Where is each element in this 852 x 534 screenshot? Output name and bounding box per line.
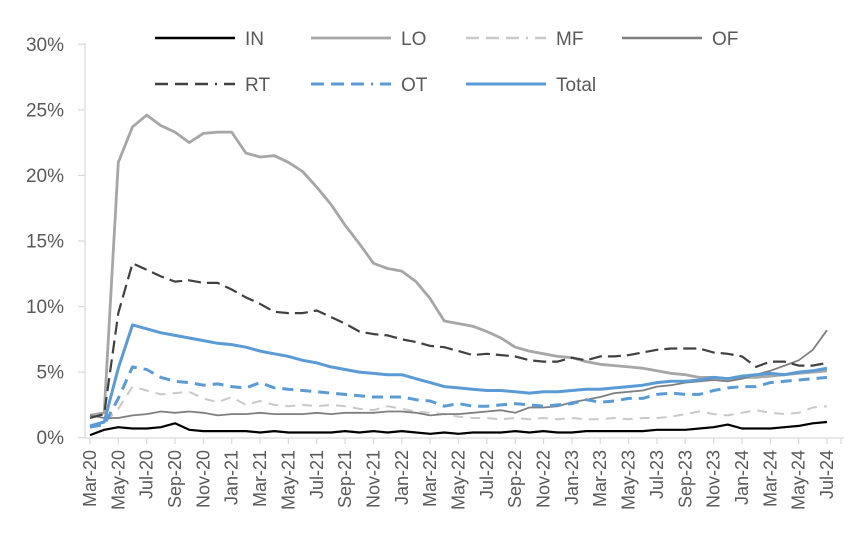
x-axis-label: Nov-20	[193, 450, 213, 508]
y-axis-label: 5%	[37, 363, 65, 384]
x-axis-label: Jul-20	[137, 450, 157, 499]
legend-label-IN: IN	[245, 29, 264, 50]
x-axis-label: May-24	[789, 450, 809, 510]
x-axis-label: Sep-22	[505, 450, 525, 508]
x-axis-label: Mar-21	[250, 450, 270, 507]
x-axis-label: May-22	[449, 450, 469, 510]
y-axis-label: 25%	[26, 100, 64, 121]
y-axis-label: 15%	[26, 231, 64, 252]
x-axis-label: Jan-22	[392, 450, 412, 505]
x-axis-label: Nov-23	[704, 450, 724, 508]
legend-label-MF: MF	[556, 29, 583, 50]
x-axis-label: May-20	[108, 450, 128, 510]
legend-label-OF: OF	[712, 29, 738, 50]
legend-label-Total: Total	[556, 75, 596, 96]
x-axis-label: Sep-23	[675, 450, 695, 508]
y-axis-label: 10%	[26, 297, 64, 318]
x-axis-label: Jul-21	[307, 450, 327, 499]
series-line-OF	[89, 329, 828, 419]
x-axis-label: May-21	[278, 450, 298, 510]
y-axis-label: 0%	[37, 428, 65, 449]
x-axis-label: Nov-22	[534, 450, 554, 508]
x-axis-label: Jan-21	[222, 450, 242, 505]
series-line-MF	[89, 385, 828, 427]
x-axis-label: Sep-20	[165, 450, 185, 508]
x-axis-label: Mar-22	[420, 450, 440, 507]
x-axis-label: Jul-22	[477, 450, 497, 499]
x-axis-label: Jul-23	[647, 450, 667, 499]
series-line-LO	[89, 113, 828, 417]
x-axis-label: Sep-21	[335, 450, 355, 508]
series-line-OT	[89, 365, 828, 429]
x-axis-label: Mar-20	[80, 450, 100, 507]
y-axis-label: 30%	[26, 35, 64, 56]
legend-label-RT: RT	[245, 75, 270, 96]
series-line-Total	[89, 323, 828, 428]
x-axis-label: Jan-23	[562, 450, 582, 505]
legend-label-LO: LO	[401, 29, 426, 50]
series-line-IN	[89, 420, 828, 437]
x-axis-label: Mar-23	[590, 450, 610, 507]
x-axis-label: May-23	[619, 450, 639, 510]
x-axis-label: Jul-24	[817, 450, 837, 499]
y-axis-label: 20%	[26, 166, 64, 187]
legend-label-OT: OT	[401, 75, 428, 96]
series-line-RT	[89, 262, 828, 420]
x-axis-label: Mar-24	[760, 450, 780, 507]
x-axis-label: Nov-21	[363, 450, 383, 508]
x-axis-label: Jan-24	[732, 450, 752, 505]
